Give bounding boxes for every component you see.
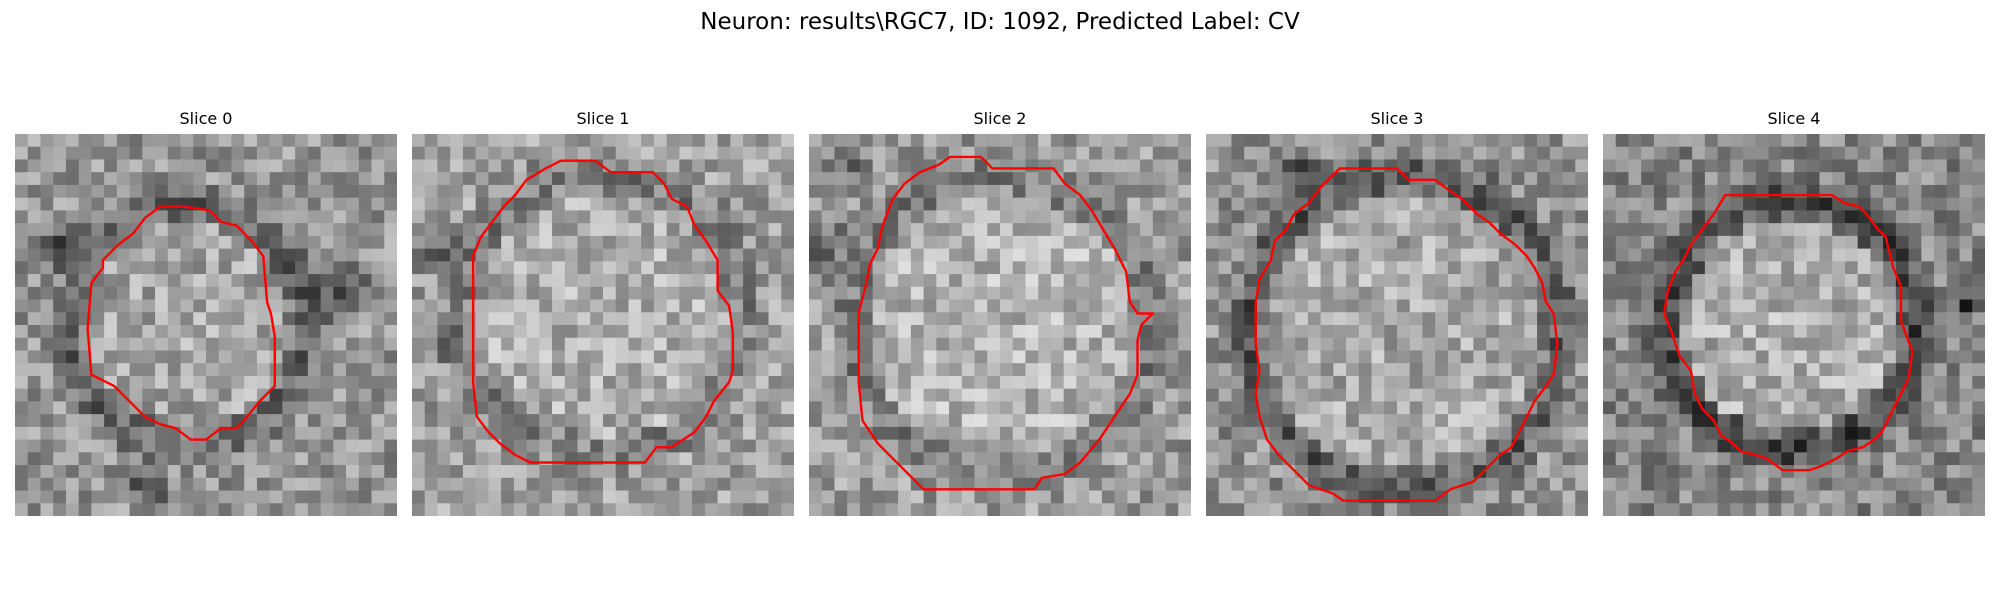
cell-contour [86, 205, 276, 441]
slice-panel-4: Slice 4 [1603, 108, 1985, 516]
slice-image-4 [1603, 134, 1985, 516]
cell-contour [471, 159, 735, 464]
slice-title-0: Slice 0 [179, 109, 233, 128]
slice-panel-1: Slice 1 [412, 108, 794, 516]
cell-contour [857, 155, 1154, 491]
pixel-grid [1206, 134, 1588, 516]
slice-image-1 [412, 134, 794, 516]
slice-title-3: Slice 3 [1370, 109, 1424, 128]
slice-title-4: Slice 4 [1767, 109, 1821, 128]
cell-contour [1662, 193, 1914, 472]
cell-contour [1254, 167, 1559, 502]
slice-panel-2: Slice 2 [809, 108, 1191, 516]
slice-title-2: Slice 2 [973, 109, 1027, 128]
slice-image-3 [1206, 134, 1588, 516]
figure-title: Neuron: results\RGC7, ID: 1092, Predicte… [700, 9, 1300, 35]
slice-panel-0: Slice 0 [15, 108, 397, 516]
slice-panel-3: Slice 3 [1206, 108, 1588, 516]
pixel-grid [1603, 134, 1985, 516]
pixel-grid [412, 134, 794, 516]
slice-title-1: Slice 1 [576, 109, 630, 128]
slice-image-2 [809, 134, 1191, 516]
pixel-grid [15, 134, 397, 516]
slice-image-0 [15, 134, 397, 516]
pixel-grid [809, 134, 1191, 516]
